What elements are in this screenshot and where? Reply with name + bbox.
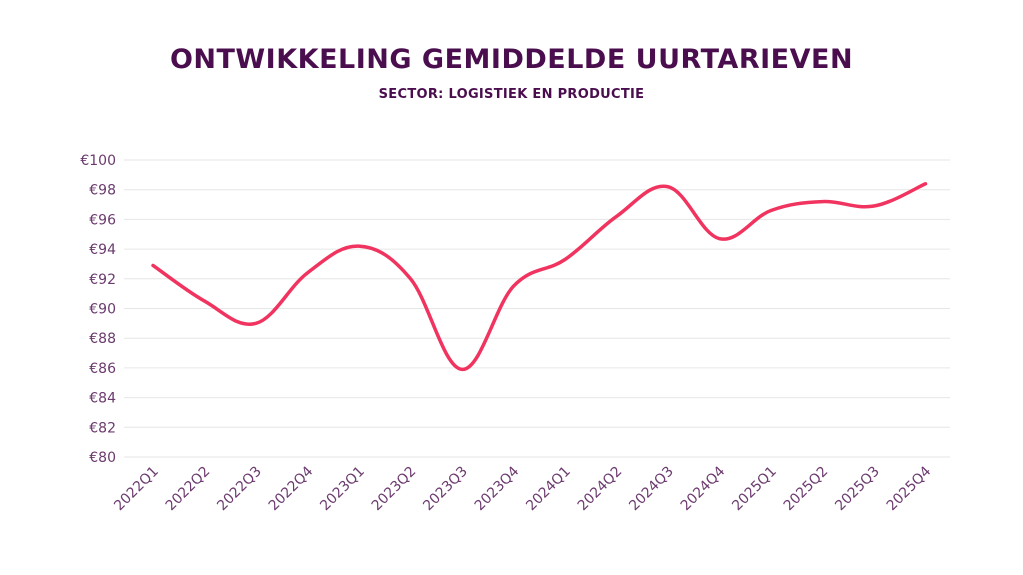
y-tick-label: €92: [89, 272, 116, 288]
grid-lines: [124, 159, 950, 458]
x-tick-label: 2025Q1: [729, 464, 780, 515]
y-tick-label: €88: [89, 331, 116, 347]
y-tick-label: €80: [89, 450, 116, 466]
chart-title: ONTWIKKELING GEMIDDELDE UURTARIEVEN: [169, 44, 854, 75]
x-tick-label: 2022Q2: [163, 464, 214, 515]
x-axis-ticks: 2022Q1 2022Q2 2022Q3 2022Q4 2023Q1 2023Q2 2023…: [111, 463, 934, 514]
chart-subtitle: SECTOR: LOGISTIEK EN PRODUCTIE: [378, 87, 645, 102]
x-tick-label: 2023Q4: [472, 463, 523, 514]
y-tick-label: €84: [89, 391, 116, 407]
x-tick-label: 2022Q3: [214, 464, 265, 515]
series-line: [151, 182, 928, 372]
x-tick-label: 2023Q3: [420, 464, 471, 515]
x-tick-label: 2025Q2: [781, 464, 832, 515]
x-tick-label: 2022Q4: [266, 463, 317, 514]
x-tick-label: 2024Q4: [678, 463, 729, 514]
x-tick-label: 2025Q4: [884, 463, 935, 514]
series-lines: [151, 182, 928, 372]
x-tick-label: 2024Q3: [626, 464, 677, 515]
y-tick-label: €100: [80, 153, 116, 169]
y-tick-label: €82: [89, 420, 116, 436]
x-tick-label: 2023Q2: [369, 464, 420, 515]
x-tick-label: 2024Q2: [575, 464, 626, 515]
y-axis-ticks: €80 €82 €84 €86 €88 €90 €92 €94 €96 €98 €100: [80, 153, 116, 466]
x-tick-label: 2022Q1: [111, 464, 162, 515]
y-tick-label: €90: [89, 302, 116, 318]
x-tick-label: 2023Q1: [317, 464, 368, 515]
y-tick-label: €86: [89, 361, 116, 377]
x-tick-label: 2025Q3: [832, 464, 883, 515]
y-tick-label: €98: [89, 183, 116, 199]
x-tick-label: 2024Q1: [523, 464, 574, 515]
y-tick-label: €94: [89, 242, 116, 258]
y-tick-label: €96: [89, 212, 116, 228]
